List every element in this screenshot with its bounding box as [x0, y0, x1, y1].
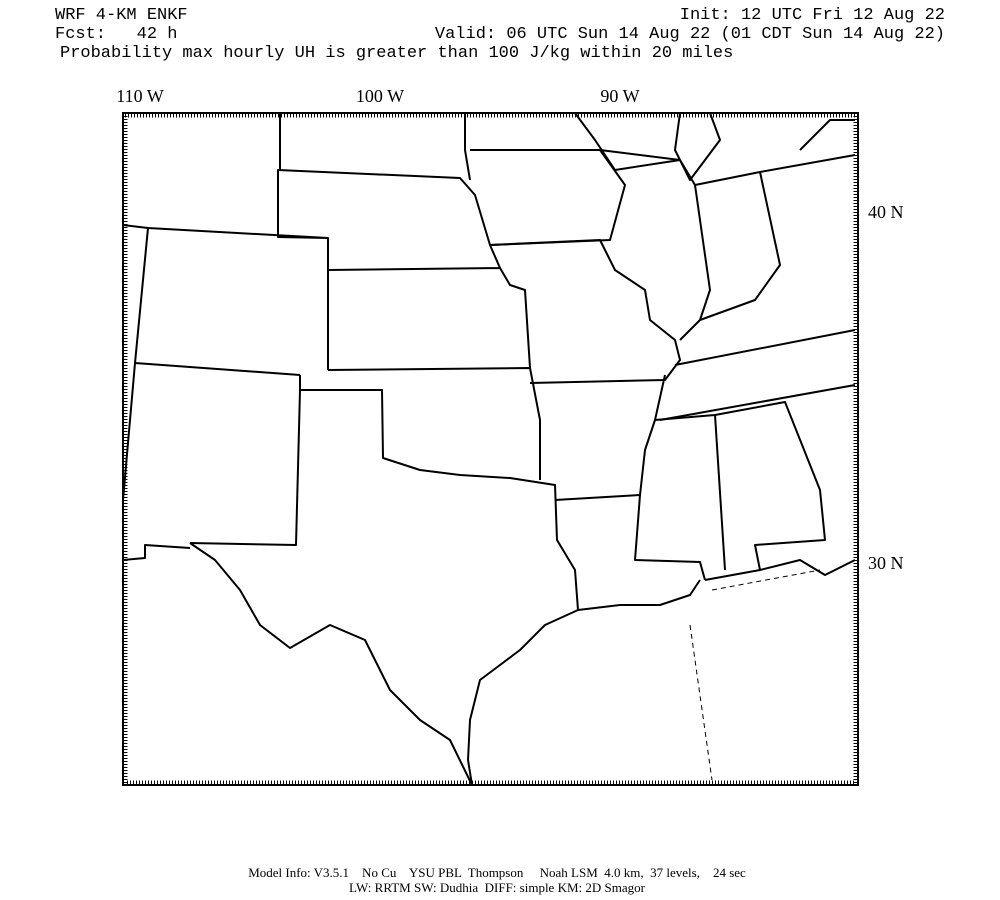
latitude-label: 40 N: [868, 202, 904, 222]
longitude-label: 90 W: [600, 86, 639, 106]
forecast: Fcst: 42 h: [55, 25, 177, 44]
longitude-label: 110 W: [116, 86, 164, 106]
footer-physics: LW: RRTM SW: Dudhia DIFF: simple KM: 2D …: [349, 880, 646, 895]
footer-model-info: Model Info: V3.5.1 No Cu YSU PBL Thompso…: [248, 865, 746, 880]
valid-time: Valid: 06 UTC Sun 14 Aug 22 (01 CDT Sun …: [435, 25, 945, 44]
description: Probability max hourly UH is greater tha…: [60, 44, 733, 63]
latitude-label: 30 N: [868, 553, 904, 573]
longitude-label: 100 W: [356, 86, 404, 106]
map: [122, 112, 859, 786]
title: WRF 4-KM ENKF: [55, 6, 188, 25]
init-time: Init: 12 UTC Fri 12 Aug 22: [680, 6, 945, 25]
